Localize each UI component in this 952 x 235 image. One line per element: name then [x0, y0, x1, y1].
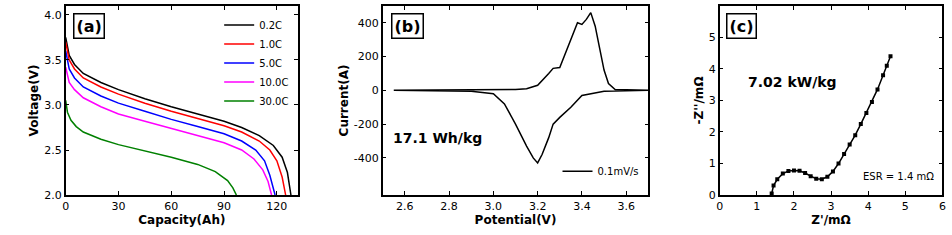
svg-text:0.2C: 0.2C	[259, 20, 282, 31]
svg-text:1: 1	[709, 157, 716, 170]
svg-text:4: 4	[709, 63, 716, 76]
svg-text:3.4: 3.4	[573, 200, 591, 213]
svg-text:Potential(V): Potential(V)	[475, 213, 557, 227]
svg-text:5: 5	[709, 31, 716, 44]
svg-text:1: 1	[753, 200, 760, 213]
svg-text:(a): (a)	[77, 17, 102, 36]
svg-text:Capacity(Ah): Capacity(Ah)	[138, 213, 225, 227]
svg-text:0: 0	[62, 200, 69, 213]
svg-text:0: 0	[716, 200, 723, 213]
svg-text:-Z''/mΩ: -Z''/mΩ	[692, 76, 706, 124]
svg-text:4: 4	[865, 200, 872, 213]
svg-text:2.5: 2.5	[44, 144, 62, 157]
svg-text:3.5: 3.5	[44, 54, 62, 67]
svg-text:30: 30	[111, 200, 125, 213]
svg-text:17.1 Wh/kg: 17.1 Wh/kg	[393, 130, 482, 146]
svg-text:Voltage(V): Voltage(V)	[27, 65, 41, 137]
svg-text:-400: -400	[354, 152, 379, 165]
svg-text:4.0: 4.0	[44, 9, 62, 22]
svg-text:Current(A): Current(A)	[337, 65, 351, 137]
svg-text:30.0C: 30.0C	[259, 96, 288, 107]
svg-text:-200: -200	[354, 118, 379, 131]
svg-text:ESR = 1.4 mΩ: ESR = 1.4 mΩ	[863, 171, 934, 182]
svg-text:60: 60	[164, 200, 178, 213]
svg-text:3.0: 3.0	[44, 99, 62, 112]
svg-text:3.0: 3.0	[485, 200, 503, 213]
svg-text:400: 400	[358, 17, 379, 30]
svg-text:0: 0	[372, 84, 379, 97]
svg-text:5.0C: 5.0C	[259, 58, 282, 69]
svg-text:2.0: 2.0	[44, 189, 62, 202]
svg-text:3: 3	[709, 94, 716, 107]
svg-text:90: 90	[217, 200, 231, 213]
svg-text:(c): (c)	[730, 17, 754, 36]
svg-text:(b): (b)	[395, 17, 421, 36]
svg-text:7.02 kW/kg: 7.02 kW/kg	[748, 74, 837, 90]
svg-text:120: 120	[266, 200, 287, 213]
svg-text:3: 3	[828, 200, 835, 213]
svg-text:0.1mV/s: 0.1mV/s	[598, 166, 639, 177]
svg-text:10.0C: 10.0C	[259, 77, 288, 88]
svg-text:3.2: 3.2	[529, 200, 547, 213]
svg-text:2: 2	[790, 200, 797, 213]
svg-text:Z'/mΩ: Z'/mΩ	[811, 213, 850, 227]
svg-text:3.6: 3.6	[617, 200, 635, 213]
svg-text:1.0C: 1.0C	[259, 39, 282, 50]
svg-text:2.6: 2.6	[396, 200, 414, 213]
svg-text:0: 0	[709, 189, 716, 202]
svg-text:2: 2	[709, 126, 716, 139]
svg-text:5: 5	[902, 200, 909, 213]
svg-text:2.8: 2.8	[440, 200, 458, 213]
svg-text:6: 6	[939, 200, 946, 213]
svg-text:200: 200	[358, 50, 379, 63]
